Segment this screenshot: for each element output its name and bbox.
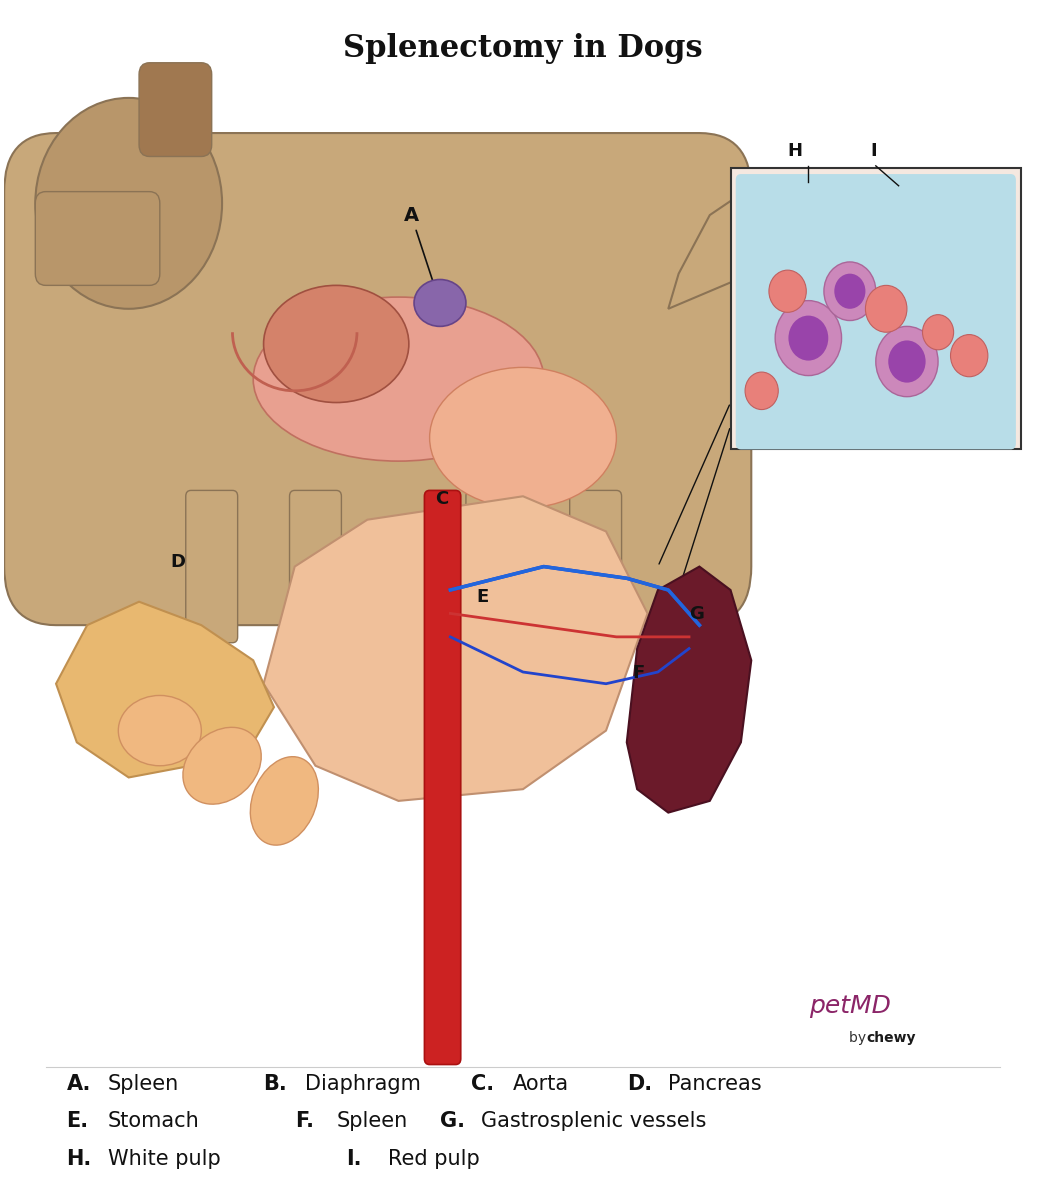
- Circle shape: [775, 301, 842, 375]
- Text: F.: F.: [295, 1112, 314, 1132]
- Text: Red pulp: Red pulp: [388, 1149, 480, 1169]
- Text: D.: D.: [627, 1074, 652, 1094]
- Text: E.: E.: [67, 1112, 89, 1132]
- FancyBboxPatch shape: [730, 169, 1021, 450]
- Circle shape: [769, 270, 806, 313]
- FancyBboxPatch shape: [139, 63, 211, 157]
- Text: Splenectomy in Dogs: Splenectomy in Dogs: [343, 33, 703, 65]
- Circle shape: [835, 274, 865, 309]
- Text: I.: I.: [346, 1149, 362, 1169]
- FancyBboxPatch shape: [465, 491, 518, 643]
- Circle shape: [745, 372, 778, 409]
- Text: D: D: [170, 552, 185, 571]
- Text: I: I: [870, 143, 878, 160]
- FancyBboxPatch shape: [735, 175, 1016, 450]
- Text: White pulp: White pulp: [108, 1149, 221, 1169]
- Text: C.: C.: [471, 1074, 495, 1094]
- Ellipse shape: [264, 286, 409, 402]
- Circle shape: [923, 315, 954, 349]
- Ellipse shape: [118, 695, 201, 766]
- Text: G.: G.: [440, 1112, 465, 1132]
- FancyBboxPatch shape: [570, 491, 621, 643]
- FancyBboxPatch shape: [186, 491, 237, 643]
- Circle shape: [888, 341, 926, 382]
- Circle shape: [789, 315, 828, 361]
- Text: petMD: petMD: [809, 994, 891, 1018]
- Polygon shape: [627, 566, 751, 813]
- Polygon shape: [668, 179, 793, 309]
- Circle shape: [865, 286, 907, 333]
- Text: chewy: chewy: [867, 1030, 916, 1044]
- Ellipse shape: [414, 280, 465, 327]
- Text: Stomach: Stomach: [108, 1112, 200, 1132]
- Text: Diaphragm: Diaphragm: [305, 1074, 420, 1094]
- FancyBboxPatch shape: [425, 491, 460, 1064]
- Text: F: F: [632, 664, 644, 682]
- Ellipse shape: [250, 756, 318, 845]
- Ellipse shape: [430, 367, 616, 507]
- FancyBboxPatch shape: [290, 491, 341, 643]
- Polygon shape: [264, 497, 647, 801]
- Text: A.: A.: [67, 1074, 91, 1094]
- Text: G: G: [689, 605, 704, 623]
- Text: Aorta: Aorta: [513, 1074, 569, 1094]
- Text: Pancreas: Pancreas: [668, 1074, 761, 1094]
- Ellipse shape: [253, 297, 544, 461]
- Text: C: C: [435, 491, 448, 509]
- Text: Spleen: Spleen: [108, 1074, 179, 1094]
- Text: B.: B.: [264, 1074, 288, 1094]
- Circle shape: [951, 335, 987, 376]
- Ellipse shape: [183, 727, 262, 804]
- Text: by: by: [849, 1030, 871, 1044]
- Text: H.: H.: [67, 1149, 92, 1169]
- Circle shape: [36, 98, 222, 309]
- Text: A: A: [404, 206, 439, 300]
- Circle shape: [824, 262, 876, 321]
- Text: E: E: [476, 588, 488, 605]
- Text: Gastrosplenic vessels: Gastrosplenic vessels: [481, 1112, 707, 1132]
- Circle shape: [876, 327, 938, 396]
- Text: Spleen: Spleen: [336, 1112, 408, 1132]
- Text: B: B: [276, 358, 331, 401]
- Text: H: H: [788, 143, 802, 160]
- Polygon shape: [56, 602, 274, 778]
- FancyBboxPatch shape: [4, 133, 751, 625]
- FancyBboxPatch shape: [36, 191, 160, 286]
